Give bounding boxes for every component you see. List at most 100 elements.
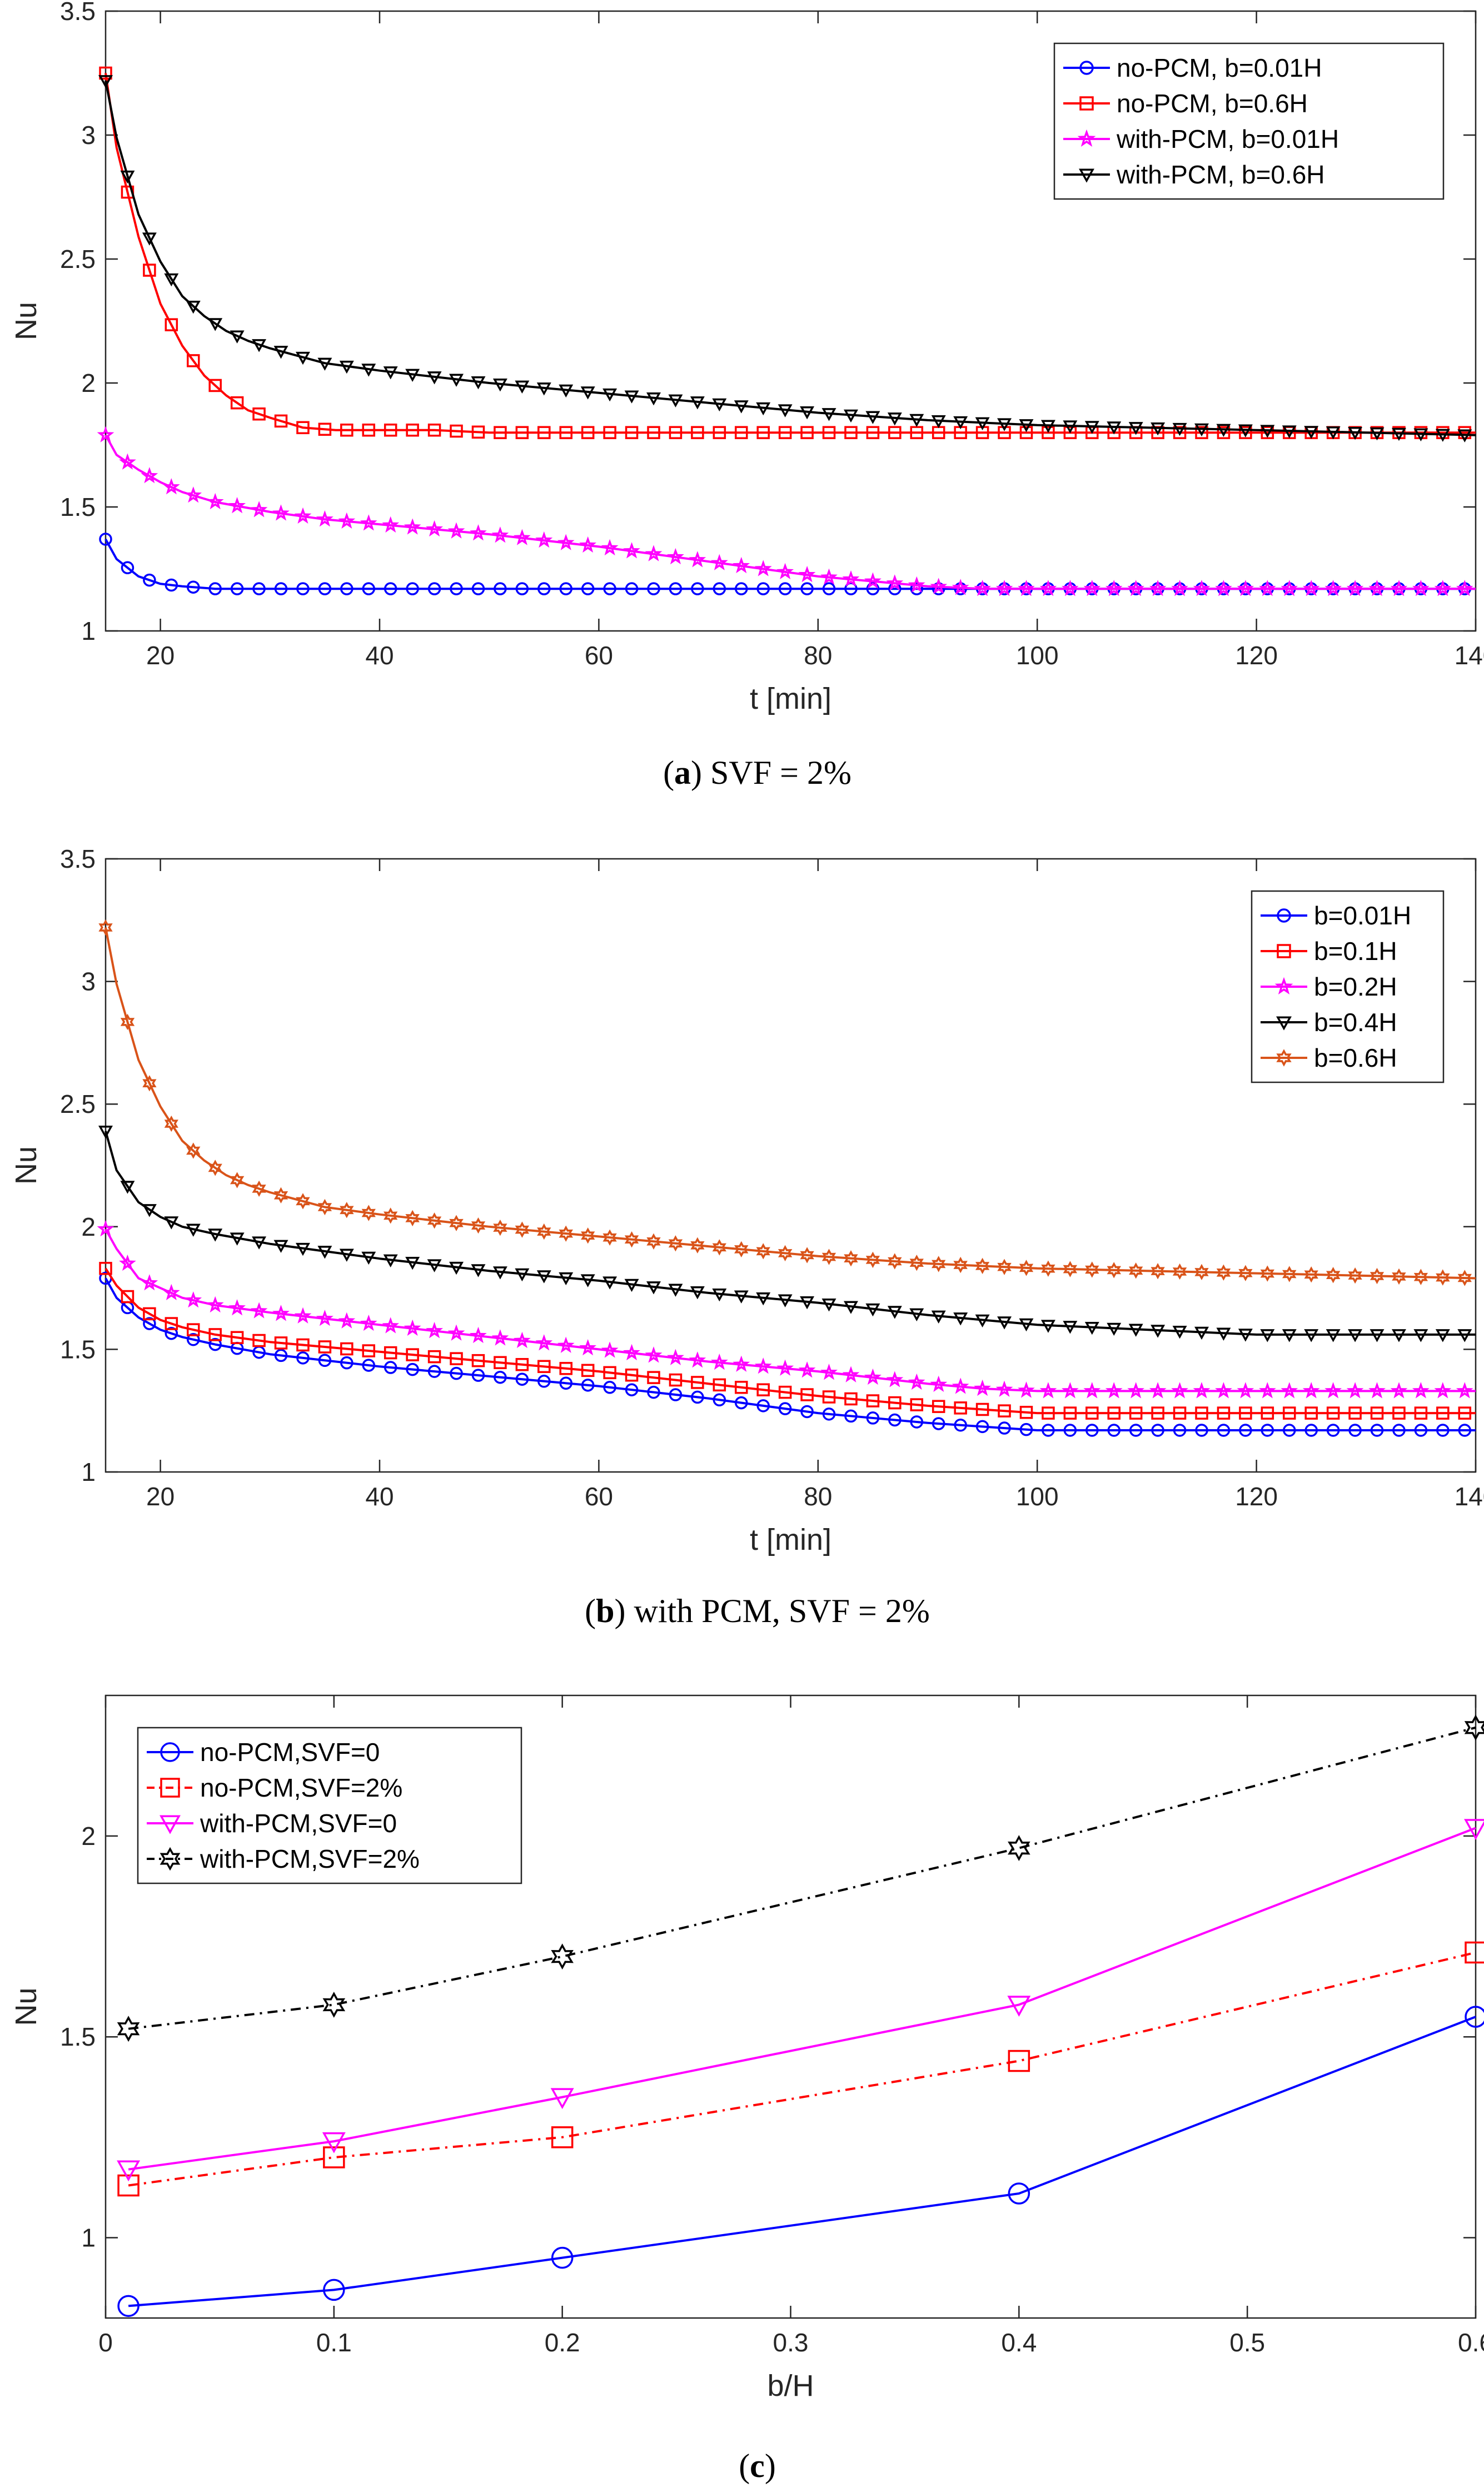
data-point [208,1160,222,1176]
data-point [316,510,333,527]
legend-box [1053,42,1445,200]
data-point [163,1284,180,1300]
data-point [756,1243,770,1260]
data-point [1259,1382,1276,1399]
data-point [1149,1382,1167,1399]
data-point [340,1342,353,1356]
data-point [1260,1329,1275,1342]
data-point [557,1336,575,1353]
data-point [822,1390,836,1404]
data-point [1217,1406,1231,1420]
series-b=0.6H [98,919,1476,1286]
data-point [625,426,639,439]
data-point [864,572,882,589]
data-point [1193,579,1211,596]
data-point [581,582,595,595]
data-point [361,1205,376,1221]
data-point [888,1396,902,1410]
series-line [128,2016,1476,2307]
data-point [844,426,858,439]
data-point [1412,579,1430,596]
data-point [1105,1382,1123,1399]
data-point [1237,1382,1254,1399]
legend-marker [160,1778,180,1798]
legend-label: with-PCM, b=0.01H [1116,125,1339,153]
series-no-PCM,SVF=2% [117,1941,1484,2197]
legend: no-PCM,SVF=0 no-PCM,SVF=2% with-PCM,SVF=0 w… [137,1727,522,1884]
data-point [1194,1264,1209,1281]
y-tick-label: 2.5 [60,1090,96,1118]
data-point [1127,1382,1144,1399]
data-point [1326,1267,1341,1284]
data-point [645,545,663,561]
data-point [98,75,113,88]
data-point [427,1365,441,1378]
data-point [187,580,200,594]
data-point [1083,1382,1101,1399]
data-point [165,578,178,592]
data-point [1283,1424,1296,1437]
data-point [712,398,727,412]
data-point [713,1378,726,1392]
data-point [186,300,201,314]
data-point [625,1368,639,1382]
data-point [119,1254,136,1271]
legend-marker [160,1742,180,1762]
legend-marker [1274,977,1293,994]
data-point [1129,1424,1143,1437]
data-point [1326,426,1341,440]
data-point [888,426,902,439]
data-point [252,582,266,595]
data-point [975,1402,989,1416]
data-point [930,1375,948,1392]
data-point [250,501,268,518]
data-point [120,1013,135,1031]
data-point [910,582,924,595]
data-point [1370,1406,1384,1420]
x-tick-label: 0.2 [545,2328,580,2357]
data-point [362,423,376,437]
data-point [559,1272,574,1286]
data-point [733,556,750,574]
legend-marker [1079,168,1094,183]
data-point [603,582,616,595]
x-axis-label: t [min] [750,1523,831,1556]
data-point [669,426,683,439]
data-point [537,1223,551,1240]
data-point [384,582,397,595]
data-point [206,1296,224,1313]
data-point [776,563,794,580]
data-point [668,1284,683,1297]
data-point [1042,1406,1055,1420]
series-line [128,1726,1476,2030]
x-tick-label: 40 [365,1482,394,1511]
data-point [551,2246,574,2269]
data-point [1464,1819,1484,1841]
data-point [1107,1322,1122,1336]
series-with-PCM,SVF=2% [117,1714,1484,2042]
data-point [1412,1382,1430,1399]
data-point [492,379,507,392]
data-point [623,1344,640,1361]
data-point [865,1251,880,1269]
data-point [866,426,880,439]
data-point [450,1366,463,1380]
data-point [471,1369,485,1382]
data-point [427,582,441,595]
data-point [886,574,904,591]
data-point [117,2016,140,2042]
data-point [1194,1326,1209,1340]
data-point [1008,1835,1030,1862]
data-point [1413,428,1428,442]
data-point [1304,1424,1318,1437]
data-point [1063,426,1077,439]
data-point [1216,1327,1231,1341]
data-point [537,582,551,595]
data-point [1019,1406,1033,1419]
data-point [515,426,529,439]
data-point [1018,580,1035,596]
caption-paren: ( [739,2448,750,2484]
y-tick-label: 1.5 [60,493,96,521]
data-point [1018,1381,1035,1398]
data-point [471,425,485,439]
